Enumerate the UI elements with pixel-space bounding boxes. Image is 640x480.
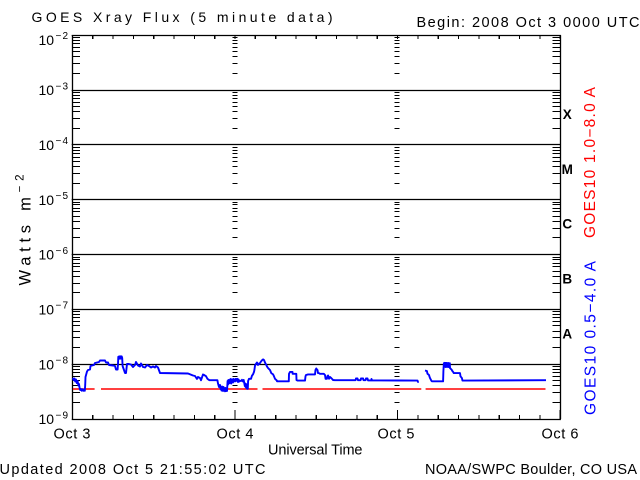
svg-text:−2: −2 [56, 31, 69, 42]
svg-text:Oct 5: Oct 5 [378, 427, 415, 443]
svg-text:NOAA/SWPC Boulder, CO USA: NOAA/SWPC Boulder, CO USA [425, 462, 637, 478]
svg-text:Begin: 2008 Oct 3 0000 UTC: Begin: 2008 Oct 3 0000 UTC [417, 15, 640, 31]
svg-text:X: X [563, 107, 572, 122]
svg-text:Oct 6: Oct 6 [542, 427, 579, 443]
svg-text:Oct 3: Oct 3 [54, 427, 91, 443]
svg-text:Oct 4: Oct 4 [217, 427, 254, 443]
svg-text:B: B [562, 272, 572, 287]
svg-text:10: 10 [39, 137, 55, 153]
svg-text:10: 10 [39, 356, 55, 372]
svg-text:−6: −6 [56, 246, 69, 257]
svg-text:GOES10 0.5−4.0 A: GOES10 0.5−4.0 A [583, 260, 600, 415]
svg-text:10: 10 [39, 32, 55, 48]
svg-text:−3: −3 [56, 81, 69, 92]
svg-text:C: C [562, 217, 572, 232]
svg-text:10: 10 [39, 192, 55, 208]
svg-text:10: 10 [39, 301, 55, 317]
svg-text:A: A [562, 326, 572, 341]
svg-text:−5: −5 [56, 191, 69, 202]
svg-text:−9: −9 [56, 410, 69, 421]
svg-text:GOES Xray Flux (5 minute data): GOES Xray Flux (5 minute data) [32, 9, 333, 25]
svg-text:Universal Time: Universal Time [268, 443, 363, 459]
svg-text:10: 10 [39, 82, 55, 98]
svg-text:−4: −4 [56, 136, 69, 147]
svg-text:−8: −8 [56, 355, 69, 366]
svg-text:−7: −7 [56, 301, 69, 312]
svg-text:10: 10 [39, 411, 55, 427]
svg-text:GOES10 1.0−8.0 A: GOES10 1.0−8.0 A [582, 86, 599, 238]
svg-text:10: 10 [39, 247, 55, 263]
svg-text:M: M [562, 162, 573, 177]
